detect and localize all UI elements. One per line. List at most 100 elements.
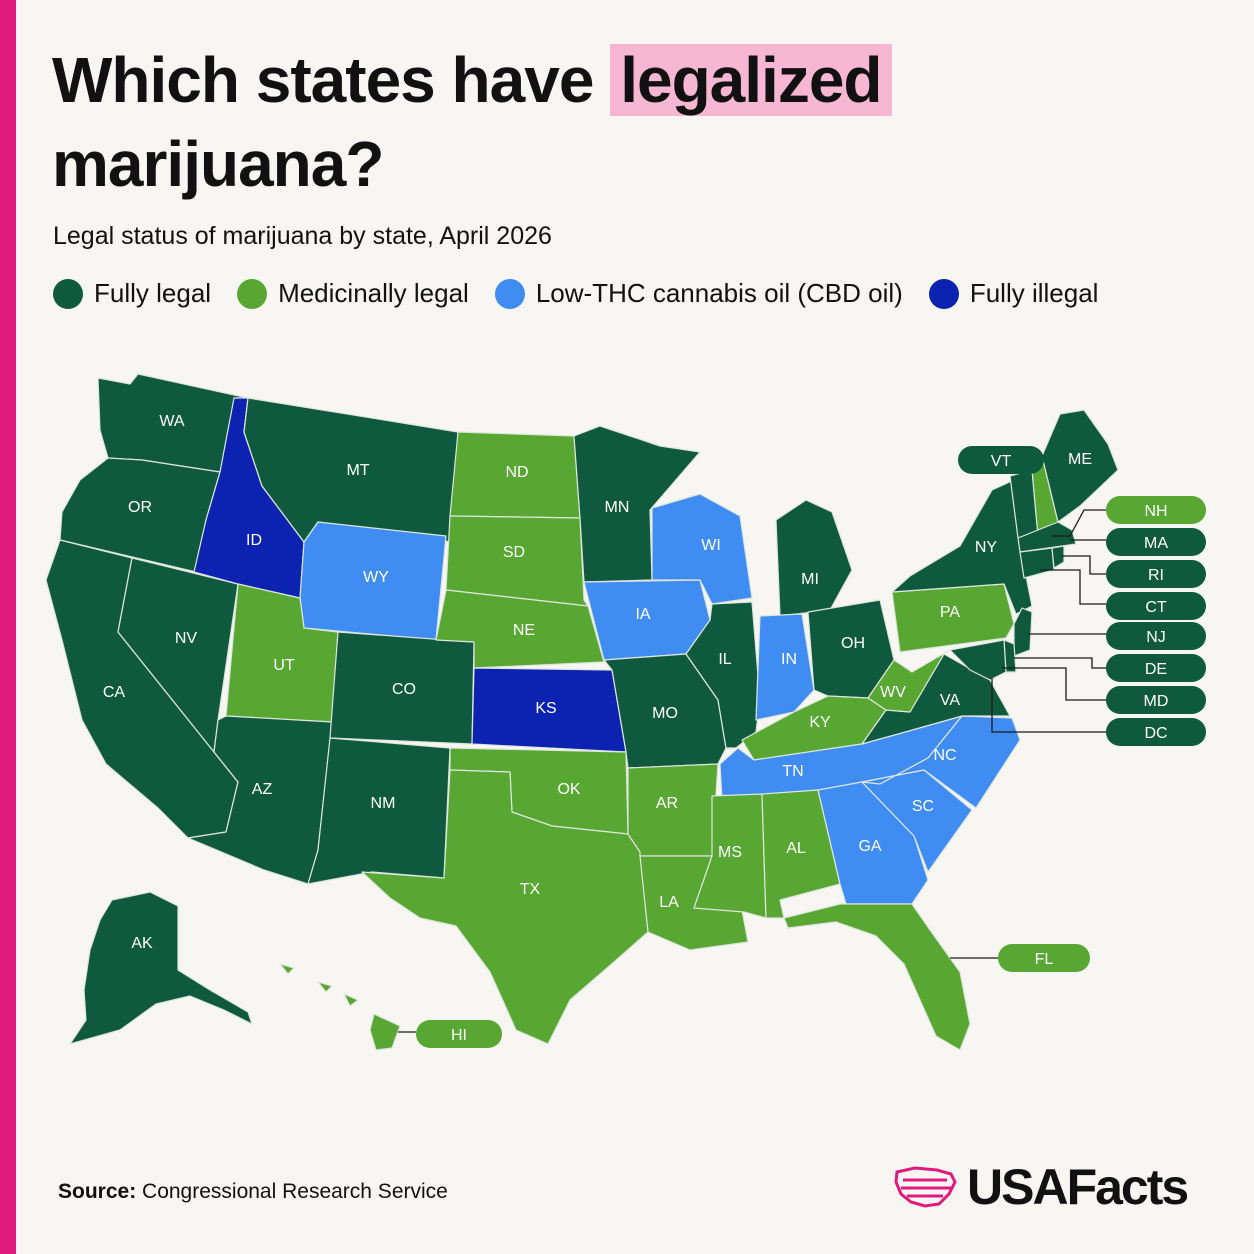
callout-label-de: DE	[1145, 661, 1167, 678]
state-label-ak: AK	[131, 935, 153, 952]
callout-leader-md	[1002, 667, 1106, 701]
callout-label-vt: VT	[991, 453, 1012, 470]
state-label-ca: CA	[103, 684, 126, 701]
state-label-sc: SC	[912, 798, 934, 815]
callout-leader-nh	[1052, 509, 1106, 537]
callout-pill-nj	[1106, 622, 1206, 650]
callout-label-ct: CT	[1145, 599, 1167, 616]
legend-item-fully-legal: Fully legal	[53, 278, 211, 309]
state-label-ne: NE	[513, 622, 535, 639]
title-highlight: legalized	[610, 44, 892, 116]
state-label-tn: TN	[782, 763, 803, 780]
state-label-ky: KY	[809, 714, 831, 731]
legend-item-medicinal: Medicinally legal	[237, 278, 469, 309]
callout-label-ri: RI	[1148, 567, 1164, 584]
legend-item-cbd: Low-THC cannabis oil (CBD oil)	[494, 278, 903, 309]
legend-swatch	[53, 278, 83, 309]
legend-swatch	[494, 278, 525, 309]
state-label-ga: GA	[858, 838, 881, 855]
state-label-al: AL	[786, 840, 806, 857]
state-ny	[891, 479, 1033, 615]
legend: Fully legal Medicinally legal Low-THC ca…	[53, 278, 1124, 309]
source-note: Source: Congressional Research Service	[58, 1180, 448, 1204]
callout-pill-dc	[1106, 718, 1206, 746]
state-il	[685, 601, 761, 749]
legend-label: Low-THC cannabis oil (CBD oil)	[535, 278, 903, 308]
state-label-ia: IA	[635, 606, 650, 623]
state-label-mi: MI	[801, 571, 819, 588]
state-label-pa: PA	[940, 604, 960, 621]
brand-name: USAFacts	[967, 1159, 1189, 1215]
state-label-ut: UT	[273, 657, 295, 674]
callout-pill-ri	[1106, 560, 1206, 588]
legend-label: Fully illegal	[969, 278, 1099, 308]
callout-label-nh: NH	[1144, 503, 1167, 520]
callout-pill-fl	[998, 944, 1090, 972]
state-in	[755, 613, 815, 721]
legend-swatch	[928, 278, 959, 309]
callout-pill-nh	[1106, 496, 1206, 524]
callout-label-dc: DC	[1144, 725, 1167, 742]
callout-pill-md	[1106, 686, 1206, 714]
state-label-la: LA	[659, 894, 679, 911]
state-label-co: CO	[392, 681, 416, 698]
state-label-il: IL	[718, 651, 731, 668]
state-ct	[1019, 547, 1055, 579]
state-label-nm: NM	[371, 795, 396, 812]
state-label-wv: WV	[880, 684, 906, 701]
state-label-nd: ND	[505, 464, 528, 481]
state-label-az: AZ	[252, 781, 273, 798]
state-label-ar: AR	[656, 795, 678, 812]
state-label-or: OR	[128, 499, 152, 516]
state-label-in: IN	[781, 651, 797, 668]
callout-leader-dc	[991, 678, 1106, 733]
accent-bar	[0, 0, 16, 1254]
state-label-wi: WI	[701, 537, 721, 554]
callout-label-nj: NJ	[1146, 629, 1166, 646]
callout-pill-ma	[1106, 528, 1206, 556]
state-ri	[1051, 545, 1065, 569]
state-tx	[361, 769, 649, 1045]
state-label-ms: MS	[718, 844, 742, 861]
callout-label-hi: HI	[451, 1027, 467, 1044]
state-label-va: VA	[940, 692, 960, 709]
state-label-ny: NY	[975, 539, 998, 556]
legend-item-illegal: Fully illegal	[928, 278, 1099, 309]
callout-leaders	[398, 470, 1106, 1033]
state-nj	[1013, 607, 1033, 657]
state-label-ok: OK	[557, 781, 580, 798]
state-hi	[279, 963, 401, 1051]
state-wv	[867, 649, 951, 713]
states-layer	[45, 373, 1119, 1051]
callout-pills: VT NH MA RI CT NJ DE MD DC FL HI	[416, 446, 1206, 1048]
state-ma	[1017, 521, 1077, 553]
legend-label: Fully legal	[94, 278, 212, 308]
state-label-oh: OH	[841, 635, 865, 652]
callout-leader-ri	[1062, 555, 1106, 575]
subtitle: Legal status of marijuana by state, Apri…	[53, 222, 552, 250]
state-labels: WA OR CA NV ID MT WY UT AZ CO NM ND SD NE KS OK TX MN IA MO…	[103, 413, 1092, 952]
state-label-ks: KS	[535, 700, 556, 717]
state-label-me: ME	[1068, 451, 1092, 468]
state-label-mt: MT	[346, 462, 369, 479]
callout-label-ma: MA	[1144, 535, 1168, 552]
state-label-tx: TX	[520, 881, 541, 898]
title-part-1: Which states have	[52, 44, 611, 116]
callout-pill-de	[1106, 654, 1206, 682]
state-fl	[783, 903, 971, 1051]
callout-pill-vt	[958, 446, 1044, 474]
state-md	[949, 639, 1007, 681]
legend-swatch	[237, 278, 268, 309]
state-mi	[775, 499, 853, 617]
state-label-sd: SD	[503, 544, 525, 561]
callout-leader-ct	[1040, 569, 1106, 605]
callout-leader-de	[1014, 657, 1106, 669]
callout-pill-ct	[1106, 592, 1206, 620]
state-me	[1041, 409, 1119, 523]
legend-label: Medicinally legal	[278, 278, 469, 308]
state-label-wy: WY	[363, 569, 389, 586]
state-label-nc: NC	[933, 747, 956, 764]
callout-label-fl: FL	[1035, 951, 1054, 968]
state-label-id: ID	[246, 532, 262, 549]
